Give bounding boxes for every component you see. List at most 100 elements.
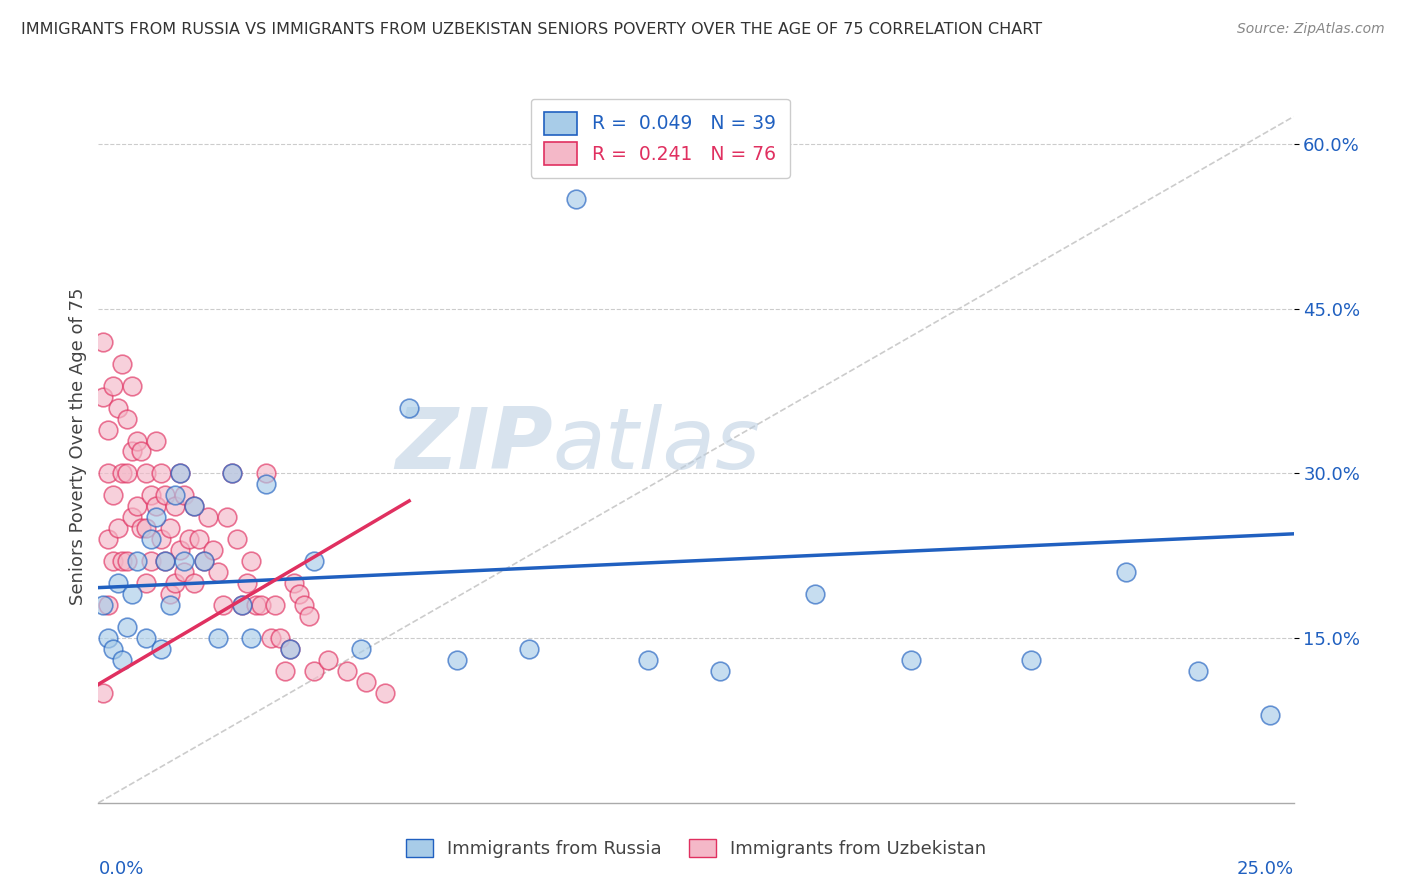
Point bbox=[163, 500, 186, 514]
Point bbox=[145, 434, 167, 448]
Point bbox=[804, 587, 827, 601]
Point bbox=[97, 631, 120, 645]
Point bbox=[145, 500, 167, 514]
Point bbox=[97, 598, 120, 612]
Point bbox=[111, 653, 134, 667]
Point bbox=[1258, 708, 1281, 723]
Point bbox=[173, 566, 195, 580]
Point bbox=[292, 598, 315, 612]
Text: 0.0%: 0.0% bbox=[98, 860, 143, 878]
Point bbox=[115, 411, 138, 425]
Point bbox=[278, 642, 301, 657]
Point bbox=[101, 488, 124, 502]
Point bbox=[121, 510, 143, 524]
Point bbox=[173, 554, 195, 568]
Point bbox=[193, 554, 215, 568]
Point bbox=[274, 664, 297, 678]
Point bbox=[97, 467, 120, 481]
Point bbox=[125, 500, 148, 514]
Point bbox=[91, 598, 114, 612]
Point bbox=[135, 521, 157, 535]
Point bbox=[135, 576, 157, 591]
Point bbox=[254, 477, 277, 491]
Point bbox=[226, 533, 249, 547]
Point bbox=[131, 444, 153, 458]
Point bbox=[298, 609, 321, 624]
Point bbox=[145, 510, 167, 524]
Point bbox=[637, 653, 659, 667]
Point bbox=[235, 576, 257, 591]
Point bbox=[264, 598, 287, 612]
Point bbox=[111, 357, 134, 371]
Point bbox=[231, 598, 253, 612]
Point bbox=[91, 686, 114, 700]
Point bbox=[231, 598, 253, 612]
Point bbox=[159, 598, 181, 612]
Text: 25.0%: 25.0% bbox=[1236, 860, 1294, 878]
Point bbox=[131, 521, 153, 535]
Point bbox=[97, 423, 120, 437]
Point bbox=[135, 631, 157, 645]
Point bbox=[207, 566, 229, 580]
Point bbox=[159, 587, 181, 601]
Point bbox=[336, 664, 359, 678]
Point bbox=[316, 653, 339, 667]
Point bbox=[121, 444, 143, 458]
Point bbox=[221, 467, 243, 481]
Point bbox=[163, 576, 186, 591]
Point bbox=[163, 488, 186, 502]
Point bbox=[169, 467, 191, 481]
Point bbox=[221, 467, 243, 481]
Point bbox=[193, 554, 215, 568]
Point bbox=[159, 521, 181, 535]
Point bbox=[169, 543, 191, 558]
Point bbox=[183, 500, 205, 514]
Point bbox=[1019, 653, 1042, 667]
Text: ZIP: ZIP bbox=[395, 404, 553, 488]
Point bbox=[121, 587, 143, 601]
Point bbox=[183, 500, 205, 514]
Point bbox=[302, 554, 325, 568]
Point bbox=[125, 554, 148, 568]
Point bbox=[211, 598, 233, 612]
Point bbox=[107, 401, 129, 415]
Point bbox=[125, 434, 148, 448]
Point bbox=[240, 554, 263, 568]
Point bbox=[115, 554, 138, 568]
Point bbox=[101, 378, 124, 392]
Point bbox=[101, 642, 124, 657]
Point bbox=[278, 642, 301, 657]
Point bbox=[900, 653, 922, 667]
Point bbox=[139, 533, 162, 547]
Point bbox=[202, 543, 225, 558]
Point bbox=[149, 467, 172, 481]
Point bbox=[240, 631, 263, 645]
Point bbox=[350, 642, 373, 657]
Point bbox=[135, 467, 157, 481]
Point bbox=[187, 533, 209, 547]
Point bbox=[91, 390, 114, 404]
Point bbox=[179, 533, 201, 547]
Point bbox=[250, 598, 273, 612]
Point bbox=[115, 467, 138, 481]
Legend: R =  0.049   N = 39, R =  0.241   N = 76: R = 0.049 N = 39, R = 0.241 N = 76 bbox=[530, 99, 790, 178]
Point bbox=[288, 587, 311, 601]
Point bbox=[217, 510, 239, 524]
Point bbox=[446, 653, 468, 667]
Point bbox=[302, 664, 325, 678]
Point bbox=[254, 467, 277, 481]
Point bbox=[565, 192, 588, 206]
Point bbox=[173, 488, 195, 502]
Point bbox=[107, 521, 129, 535]
Point bbox=[107, 576, 129, 591]
Point bbox=[139, 488, 162, 502]
Text: IMMIGRANTS FROM RUSSIA VS IMMIGRANTS FROM UZBEKISTAN SENIORS POVERTY OVER THE AG: IMMIGRANTS FROM RUSSIA VS IMMIGRANTS FRO… bbox=[21, 22, 1042, 37]
Point bbox=[139, 554, 162, 568]
Point bbox=[354, 675, 377, 690]
Point bbox=[269, 631, 291, 645]
Point bbox=[197, 510, 219, 524]
Point bbox=[207, 631, 229, 645]
Point bbox=[115, 620, 138, 634]
Text: atlas: atlas bbox=[553, 404, 761, 488]
Point bbox=[169, 467, 191, 481]
